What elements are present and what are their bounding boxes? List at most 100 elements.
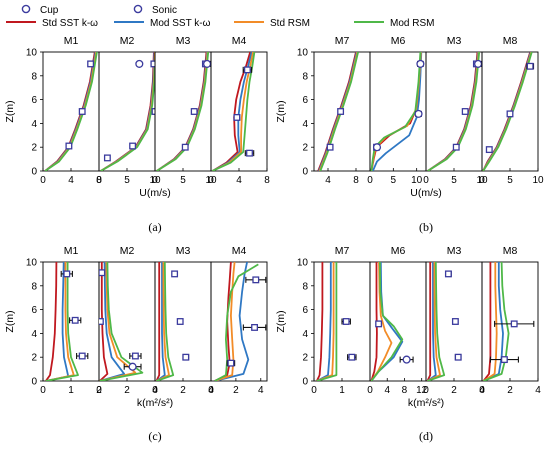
y-tick-label: 8 xyxy=(31,71,37,82)
cup-point xyxy=(78,352,86,360)
subplot-frame xyxy=(210,261,268,382)
panel-label: (b) xyxy=(419,220,433,234)
series-line xyxy=(44,52,96,171)
x-tick-label: 0 xyxy=(423,385,429,396)
x-tick-label: 0 xyxy=(40,175,46,186)
y-tick-label: 0 xyxy=(302,377,308,388)
series-line xyxy=(99,262,109,381)
cup-point xyxy=(182,353,190,361)
x-tick-label: 0 xyxy=(96,175,102,186)
subplot: M3 0 5 10 xyxy=(423,35,488,186)
subplot-title: M3 xyxy=(176,35,191,47)
subplot: M60 4 8 12 xyxy=(367,245,427,396)
y-axis-label: Z(m) xyxy=(275,100,287,122)
panel-label: (d) xyxy=(419,429,433,443)
y-tick-label: 0 xyxy=(31,167,37,178)
y-tick-label: 6 xyxy=(31,95,37,106)
series-line xyxy=(371,52,423,171)
series-line xyxy=(370,262,393,381)
y-tick-label: 4 xyxy=(302,119,308,130)
subplot-title: M6 xyxy=(391,35,406,47)
subplot: M3 0 2 4 xyxy=(152,245,214,396)
y-tick-label: 10 xyxy=(26,48,38,59)
subplot-title: M6 xyxy=(391,245,406,257)
cup-point xyxy=(99,318,104,325)
subplot: M4 0 4 8 xyxy=(208,35,270,186)
x-tick-label: 8 xyxy=(402,385,408,396)
x-axis-label: U(m/s) xyxy=(410,187,442,199)
series-line xyxy=(99,262,126,381)
x-tick-label: 4 xyxy=(208,385,214,396)
x-tick-label: 2 xyxy=(180,385,186,396)
sonic-point xyxy=(414,109,423,118)
plot-area xyxy=(99,262,144,381)
x-tick-label: 4 xyxy=(325,175,331,186)
cup-point xyxy=(444,270,452,278)
x-tick-label: 4 xyxy=(258,385,264,396)
chart-panel: 0 2 4 6 8 10 Z(m) U(m/s) (b) M7 4 8 M6 0 5 10 M3 0 5 10 M8 0 5… xyxy=(275,35,544,234)
series-line xyxy=(45,262,79,381)
x-tick-label: 8 xyxy=(96,175,102,186)
x-axis-label: k(m²/s²) xyxy=(408,397,444,409)
cup-point xyxy=(485,146,493,154)
series-line xyxy=(482,262,492,381)
subplot-title: M7 xyxy=(335,35,350,47)
x-tick-label: 8 xyxy=(353,175,359,186)
x-tick-label: 0 xyxy=(479,385,485,396)
x-tick-label: 0 xyxy=(40,385,46,396)
legend-label: Sonic xyxy=(152,5,177,16)
cup-point xyxy=(342,318,350,325)
legend-entry: Mod RSM xyxy=(354,18,434,29)
series-line xyxy=(155,262,166,381)
x-tick-label: 10 xyxy=(532,175,544,186)
x-tick-label: 4 xyxy=(68,175,74,186)
sonic-point xyxy=(402,355,411,364)
cup-point xyxy=(243,66,251,74)
x-tick-label: 4 xyxy=(236,175,242,186)
series-line xyxy=(45,262,58,381)
subplot-title: M3 xyxy=(447,35,462,47)
x-axis-label: U(m/s) xyxy=(139,187,171,199)
subplot-title: M1 xyxy=(64,245,79,257)
series-line xyxy=(427,52,481,171)
plot-area xyxy=(317,52,359,171)
y-tick-label: 10 xyxy=(297,258,309,269)
subplot-title: M1 xyxy=(64,35,79,47)
y-tick-label: 8 xyxy=(31,281,37,292)
subplot: M2 0 5 10 xyxy=(96,35,161,186)
cup-point xyxy=(251,323,259,331)
subplot: M6 0 5 10 xyxy=(367,35,427,186)
series-line xyxy=(155,262,161,381)
y-tick-label: 0 xyxy=(302,167,308,178)
cup-point xyxy=(375,320,383,328)
y-tick-label: 6 xyxy=(31,305,37,316)
subplot: M1 0 4 8 xyxy=(40,35,102,186)
x-tick-label: 0 xyxy=(208,175,214,186)
series-line xyxy=(483,262,510,381)
x-tick-label: 2 xyxy=(507,385,513,396)
legend-entry: Std SST k-ω xyxy=(6,18,98,29)
y-tick-label: 8 xyxy=(302,281,308,292)
legend-label: Std RSM xyxy=(270,18,310,29)
plot-area xyxy=(45,262,89,381)
cup-point xyxy=(252,276,260,284)
sonic-point xyxy=(203,59,211,68)
cup-point xyxy=(129,142,137,150)
sonic-point xyxy=(474,59,482,68)
legend-label: Cup xyxy=(40,5,59,16)
series-line xyxy=(99,262,137,381)
series-line xyxy=(426,262,437,381)
x-tick-label: 2 xyxy=(96,385,102,396)
y-tick-label: 10 xyxy=(297,48,309,59)
plot-area xyxy=(100,52,155,171)
series-line xyxy=(370,262,378,381)
x-tick-label: 8 xyxy=(264,175,270,186)
sonic-point xyxy=(372,143,382,152)
y-tick-label: 2 xyxy=(302,353,308,364)
series-line xyxy=(370,52,422,171)
subplot-frame xyxy=(425,51,483,172)
legend: Cup Sonic Std SST k-ω Mod SST k-ω Std RSM Mod… xyxy=(6,4,434,29)
x-tick-label: 4 xyxy=(535,385,541,396)
